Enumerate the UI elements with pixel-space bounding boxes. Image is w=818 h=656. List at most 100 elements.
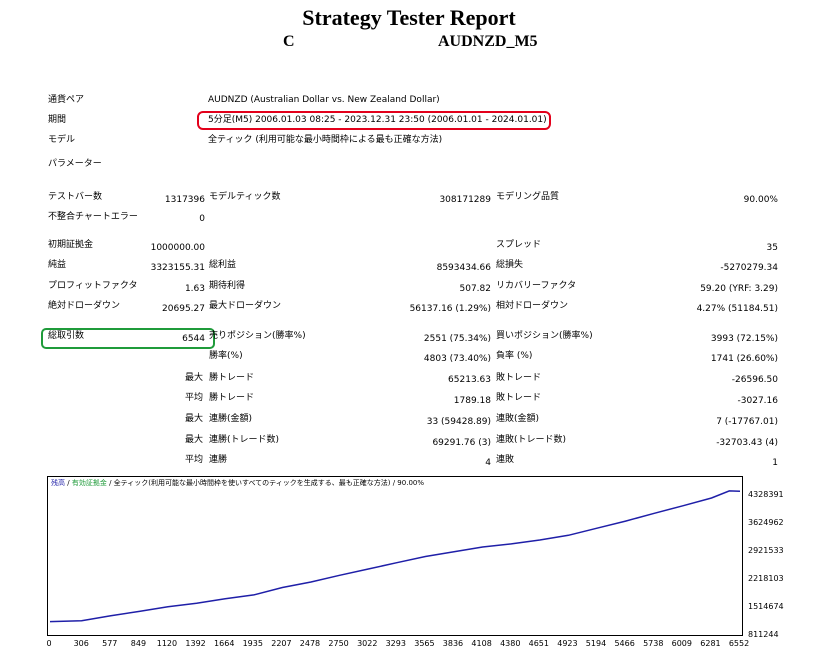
legend-sep: / (67, 479, 70, 487)
x-tick-label: 1392 (185, 639, 206, 648)
total-trades-value: 6544 (182, 334, 205, 344)
avg-loss-value: -3027.16 (737, 396, 778, 406)
x-tick-label: 4923 (557, 639, 578, 648)
avg-loss-label: 敗トレード (496, 393, 542, 403)
avg-consec-wins-label: 連勝 (209, 455, 228, 465)
model-value: 全ティック (利用可能な最小時間枠による最も正確な方法) (208, 135, 443, 145)
mismatch-label: 不整合チャートエラー (48, 212, 138, 222)
x-tick-label: 2478 (299, 639, 321, 648)
total-trades-highlight (41, 328, 215, 349)
win-rate-value: 4803 (73.40%) (423, 354, 491, 364)
symbol-period: AUDNZD_M5 (438, 33, 538, 50)
x-tick-label: 3836 (442, 639, 464, 648)
avg-consec-wins-value: 4 (485, 458, 491, 468)
pf-value: 1.63 (184, 284, 205, 294)
spread-value: 35 (766, 243, 778, 253)
deposit-value: 1000000.00 (150, 243, 205, 253)
report-title: Strategy Tester Report (302, 5, 516, 30)
model-quality-value: 90.00% (743, 195, 778, 205)
expected-value: 507.82 (459, 284, 492, 294)
x-tick-label: 1664 (214, 639, 235, 648)
x-tick-label: 5738 (643, 639, 664, 648)
model-ticks-label: モデルティック数 (209, 192, 281, 202)
x-tick-label: 4108 (471, 639, 492, 648)
x-tick-label: 849 (130, 639, 147, 648)
deposit-label: 初期証拠金 (48, 240, 94, 250)
x-tick-label: 6552 (728, 639, 750, 648)
average-prefix: 平均 (184, 393, 203, 403)
rel-dd-value: 4.27% (51184.51) (696, 304, 778, 314)
y-tick-label: 3624962 (748, 518, 784, 527)
x-tick-label: 6009 (671, 639, 692, 648)
max-consec-loss-value: -32703.43 (4) (716, 438, 778, 448)
gross-profit-value: 8593434.66 (436, 263, 491, 273)
model-quality-label: モデリング品質 (496, 192, 560, 202)
loss-rate-value: 1741 (26.60%) (710, 354, 778, 364)
y-tick-label: 4328391 (748, 490, 784, 499)
avg-win-value: 1789.18 (453, 396, 491, 406)
net-profit-label: 純益 (48, 260, 67, 270)
max-dd-label: 最大ドローダウン (209, 301, 282, 311)
max-consec-prefix: 最大 (184, 414, 203, 424)
short-value: 2551 (75.34%) (423, 334, 491, 344)
loss-rate-label: 負率 (%) (496, 351, 533, 361)
max-consec-profit-label: 連勝(トレード数) (209, 435, 280, 445)
spread-label: スプレッド (496, 240, 542, 250)
params-label: パラメーター (48, 159, 102, 169)
x-tick-label: 1120 (156, 639, 178, 648)
x-tick-label: 5466 (614, 639, 635, 648)
win-rate-label: 勝率(%) (209, 351, 243, 361)
mismatch-value: 0 (199, 214, 205, 224)
largest-loss-value: -26596.50 (731, 375, 778, 385)
recovery-value: 59.20 (YRF: 3.29) (700, 284, 778, 294)
chart-legend: 残高 / 有効証拠金 / 全ティック(利用可能な最小時間枠を使いすべてのティック… (51, 478, 424, 488)
y-tick-label: 2218103 (748, 574, 784, 583)
legend-equity: 有効証拠金 (71, 479, 107, 487)
x-tick-label: 5194 (585, 639, 607, 648)
x-tick-label: 1935 (242, 639, 263, 648)
max-consec-loss-label: 連敗(トレード数) (496, 435, 567, 445)
short-label: 売りポジション(勝率%) (209, 331, 306, 341)
gross-profit-label: 総利益 (209, 260, 237, 270)
x-tick-label: 2750 (328, 639, 349, 648)
pair-label: 通貨ペア (48, 95, 85, 105)
pf-label: プロフィットファクタ (48, 281, 138, 291)
max-consec-losses-value: 7 (-17767.01) (716, 417, 778, 427)
balance-chart-svg (49, 490, 741, 623)
model-label: モデル (48, 135, 76, 145)
long-label: 買いポジション(勝率%) (496, 331, 593, 341)
legend-balance: 残高 (51, 479, 65, 487)
max-consec-profit-prefix: 最大 (184, 435, 203, 445)
largest-win-value: 65213.63 (448, 375, 491, 385)
x-tick-label: 2207 (271, 639, 292, 648)
gross-loss-label: 総損失 (496, 260, 524, 270)
avg-consec-prefix: 平均 (184, 455, 203, 465)
net-profit-value: 3323155.31 (150, 263, 205, 273)
x-tick-label: 577 (102, 639, 118, 648)
ea-name: C (283, 33, 295, 50)
rel-dd-label: 相対ドローダウン (496, 301, 569, 311)
period-value: 5分足(M5) 2006.01.03 08:25 - 2023.12.31 23… (208, 115, 547, 125)
avg-consec-losses-value: 1 (772, 458, 778, 468)
x-tick-label: 3022 (357, 639, 378, 648)
y-tick-label: 1514674 (748, 602, 784, 611)
max-consec-profit-value: 69291.76 (3) (432, 438, 491, 448)
x-tick-label: 306 (73, 639, 89, 648)
avg-consec-losses-label: 連敗 (496, 455, 515, 465)
abs-dd-label: 絶対ドローダウン (48, 301, 121, 311)
gross-loss-value: -5270279.34 (720, 263, 778, 273)
y-tick-label: 811244 (748, 630, 779, 639)
test-bars-label: テストバー数 (48, 192, 103, 202)
legend-rest: / 全ティック(利用可能な最小時間枠を使いすべてのティックを生成する、最も正確な… (109, 479, 424, 487)
model-ticks-value: 308171289 (439, 195, 491, 205)
max-consec-wins-value: 33 (59428.89) (426, 417, 491, 427)
max-dd-value: 56137.16 (1.29%) (409, 304, 491, 314)
balance-chart (47, 476, 743, 636)
abs-dd-value: 20695.27 (162, 304, 205, 314)
x-tick-label: 0 (46, 639, 52, 648)
max-consec-losses-label: 連敗(金額) (496, 414, 540, 424)
test-bars-value: 1317396 (164, 195, 205, 205)
largest-win-label: 勝トレード (209, 373, 255, 383)
expected-label: 期待利得 (209, 281, 246, 291)
max-consec-wins-label: 連勝(金額) (209, 414, 253, 424)
